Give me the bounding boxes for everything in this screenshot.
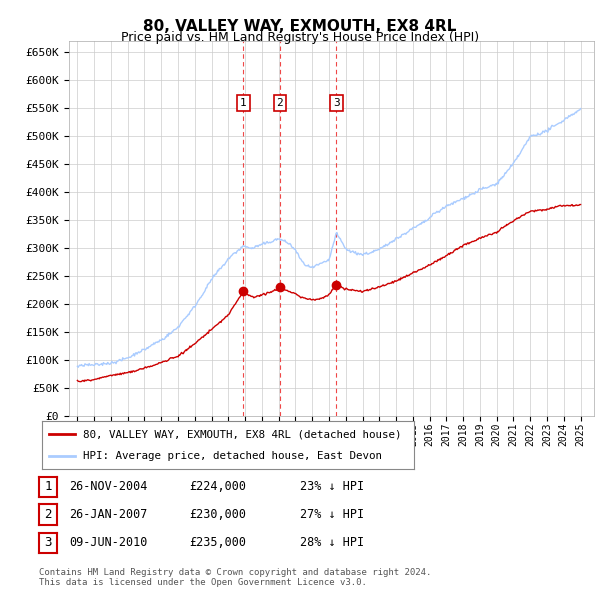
Text: 23% ↓ HPI: 23% ↓ HPI (300, 480, 364, 493)
Text: 2: 2 (44, 508, 52, 521)
Text: 27% ↓ HPI: 27% ↓ HPI (300, 508, 364, 521)
Text: 2: 2 (277, 98, 283, 108)
Text: 26-NOV-2004: 26-NOV-2004 (69, 480, 148, 493)
Text: 09-JUN-2010: 09-JUN-2010 (69, 536, 148, 549)
Text: £230,000: £230,000 (189, 508, 246, 521)
Text: £235,000: £235,000 (189, 536, 246, 549)
Text: 80, VALLEY WAY, EXMOUTH, EX8 4RL (detached house): 80, VALLEY WAY, EXMOUTH, EX8 4RL (detach… (83, 429, 401, 439)
Text: 28% ↓ HPI: 28% ↓ HPI (300, 536, 364, 549)
Text: Price paid vs. HM Land Registry's House Price Index (HPI): Price paid vs. HM Land Registry's House … (121, 31, 479, 44)
Text: HPI: Average price, detached house, East Devon: HPI: Average price, detached house, East… (83, 451, 382, 461)
Text: 1: 1 (240, 98, 247, 108)
Text: 3: 3 (333, 98, 340, 108)
Text: 80, VALLEY WAY, EXMOUTH, EX8 4RL: 80, VALLEY WAY, EXMOUTH, EX8 4RL (143, 19, 457, 34)
Text: 1: 1 (44, 480, 52, 493)
Text: £224,000: £224,000 (189, 480, 246, 493)
Text: Contains HM Land Registry data © Crown copyright and database right 2024.
This d: Contains HM Land Registry data © Crown c… (39, 568, 431, 587)
Text: 26-JAN-2007: 26-JAN-2007 (69, 508, 148, 521)
Text: 3: 3 (44, 536, 52, 549)
